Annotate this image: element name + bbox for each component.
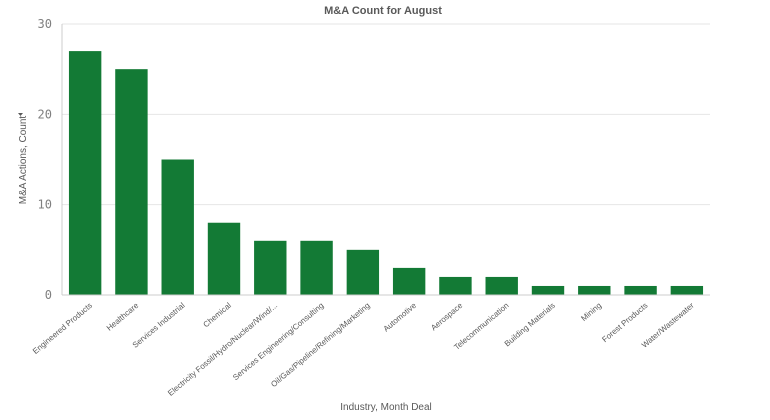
bar[interactable] <box>115 69 148 296</box>
x-tick-label: Chemical <box>202 301 233 329</box>
bar[interactable] <box>439 276 472 295</box>
bar[interactable] <box>392 267 426 295</box>
bar[interactable] <box>531 285 565 295</box>
bars <box>68 51 704 296</box>
y-tick-label: 10 <box>38 198 52 212</box>
y-axis-title[interactable]: M&A Actions, Count <box>18 116 29 205</box>
x-axis-title[interactable]: Industry, Month Deal <box>340 402 432 413</box>
y-tick-label: 30 <box>38 17 52 31</box>
bar[interactable] <box>346 249 380 295</box>
chevron-down-icon[interactable] <box>18 113 23 116</box>
bar[interactable] <box>161 159 194 296</box>
x-tick-label: Oil/Gas/Pipeline/Refining/Marketing <box>269 301 372 389</box>
y-tick-label: 20 <box>38 107 52 121</box>
x-tick-label: Building Materials <box>503 301 557 348</box>
bar[interactable] <box>207 222 241 295</box>
y-axis-ticks: 0 10 20 30 <box>38 17 52 302</box>
x-tick-label: Automotive <box>382 301 419 334</box>
chart-title: M&A Count for August <box>324 5 442 17</box>
bar[interactable] <box>254 240 287 295</box>
x-tick-label: Mining <box>579 301 603 323</box>
y-tick-label: 0 <box>45 288 52 302</box>
x-tick-label: Healthcare <box>105 301 141 333</box>
x-tick-label: Aerospace <box>429 301 465 333</box>
bar[interactable] <box>624 285 657 295</box>
gridlines <box>62 23 710 206</box>
x-tick-label: Services Engineering/Consulting <box>231 301 325 382</box>
bar[interactable] <box>300 240 333 295</box>
bar[interactable] <box>68 51 102 295</box>
bar[interactable] <box>485 276 518 295</box>
bar[interactable] <box>670 285 704 295</box>
x-tick-label: Engineered Products <box>31 301 94 356</box>
bar[interactable] <box>578 285 611 295</box>
x-tick-label: Forest Products <box>600 301 649 344</box>
